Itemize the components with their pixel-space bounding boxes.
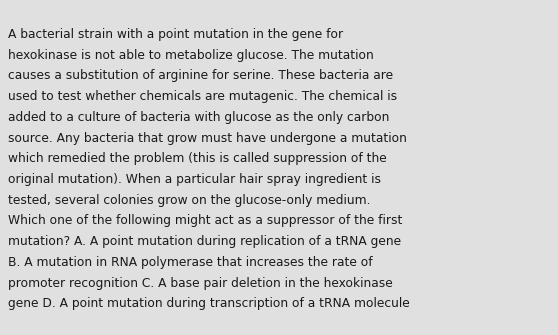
Text: mutation? A. A point mutation during replication of a tRNA gene: mutation? A. A point mutation during rep… [8, 235, 401, 248]
Text: B. A mutation in RNA polymerase that increases the rate of: B. A mutation in RNA polymerase that inc… [8, 256, 373, 269]
Text: promoter recognition C. A base pair deletion in the hexokinase: promoter recognition C. A base pair dele… [8, 277, 393, 289]
Text: tested, several colonies grow on the glucose-only medium.: tested, several colonies grow on the glu… [8, 194, 371, 207]
Text: added to a culture of bacteria with glucose as the only carbon: added to a culture of bacteria with gluc… [8, 111, 389, 124]
Text: which remedied the problem (this is called suppression of the: which remedied the problem (this is call… [8, 152, 387, 165]
Text: original mutation). When a particular hair spray ingredient is: original mutation). When a particular ha… [8, 173, 381, 186]
Text: hexokinase is not able to metabolize glucose. The mutation: hexokinase is not able to metabolize glu… [8, 49, 374, 62]
Text: A bacterial strain with a point mutation in the gene for: A bacterial strain with a point mutation… [8, 28, 343, 41]
Text: gene D. A point mutation during transcription of a tRNA molecule: gene D. A point mutation during transcri… [8, 297, 410, 310]
Text: causes a substitution of arginine for serine. These bacteria are: causes a substitution of arginine for se… [8, 69, 393, 82]
Text: Which one of the following might act as a suppressor of the first: Which one of the following might act as … [8, 214, 402, 227]
Text: used to test whether chemicals are mutagenic. The chemical is: used to test whether chemicals are mutag… [8, 90, 397, 103]
Text: source. Any bacteria that grow must have undergone a mutation: source. Any bacteria that grow must have… [8, 132, 407, 145]
